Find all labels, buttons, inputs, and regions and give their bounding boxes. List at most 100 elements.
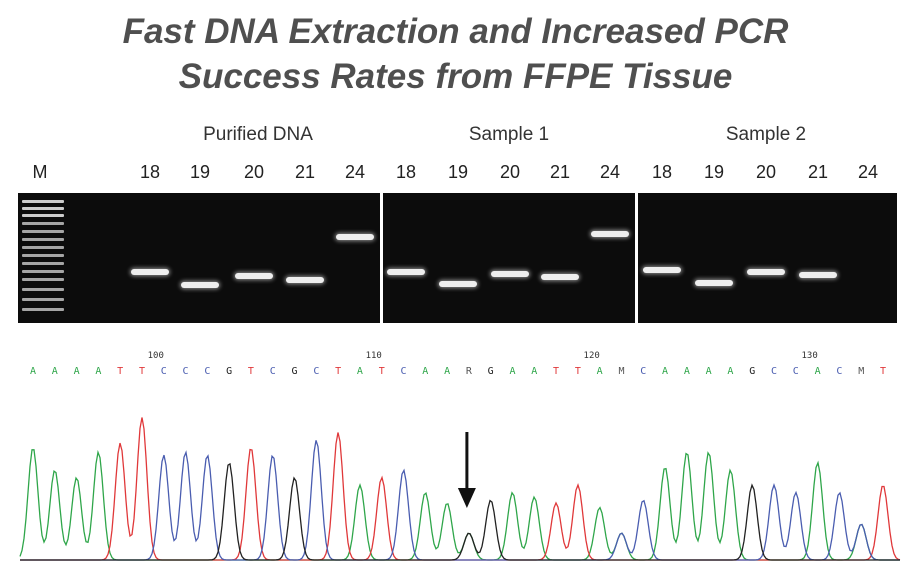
gel-band xyxy=(286,277,324,283)
base-call: A xyxy=(683,366,690,377)
base-call: T xyxy=(117,366,124,377)
trace-C xyxy=(20,440,900,561)
ladder-band xyxy=(22,254,64,257)
base-call: T xyxy=(138,366,145,377)
base-call: C xyxy=(836,366,843,377)
group-label-purified: Purified DNA xyxy=(203,124,313,145)
ladder-band xyxy=(22,308,64,311)
base-call: G xyxy=(291,366,298,377)
lane-label: 21 xyxy=(549,162,571,182)
base-call: G xyxy=(749,366,756,377)
base-call: T xyxy=(378,366,385,377)
gel-band xyxy=(747,269,785,275)
base-call: C xyxy=(204,366,211,377)
lane-label: 18 xyxy=(651,162,673,182)
gel-band xyxy=(387,269,425,275)
position-label: 130 xyxy=(801,351,818,361)
position-label: 100 xyxy=(147,351,164,361)
ladder-band xyxy=(22,214,64,217)
base-call: A xyxy=(509,366,516,377)
base-call: C xyxy=(160,366,167,377)
base-call: G xyxy=(226,366,233,377)
ladder-band xyxy=(22,270,64,273)
lane-label: 20 xyxy=(499,162,521,182)
ladder-band xyxy=(22,222,64,225)
base-call: C xyxy=(400,366,407,377)
lane-label: 21 xyxy=(807,162,829,182)
ladder-band xyxy=(22,262,64,265)
lane-label: 24 xyxy=(857,162,879,182)
gel-band xyxy=(591,231,629,237)
gel-band xyxy=(181,282,219,288)
ladder-band xyxy=(22,288,64,291)
gel-band xyxy=(695,280,733,286)
lane-label: 20 xyxy=(243,162,265,182)
base-call: T xyxy=(574,366,581,377)
gel-band xyxy=(541,274,579,280)
ladder-band xyxy=(22,238,64,241)
lane-label: 18 xyxy=(139,162,161,182)
base-call: T xyxy=(879,366,887,377)
ladder-band xyxy=(22,278,64,281)
trace-G xyxy=(20,462,900,561)
lane-label: 19 xyxy=(703,162,725,182)
gel-band xyxy=(235,273,273,279)
gel-band xyxy=(491,271,529,277)
lane-label: 19 xyxy=(447,162,469,182)
gel-band xyxy=(799,272,837,278)
base-call: T xyxy=(335,366,342,377)
base-call: M xyxy=(618,366,625,377)
group-label-sample1: Sample 1 xyxy=(468,124,550,145)
base-call: M xyxy=(858,366,865,377)
base-call: C xyxy=(640,366,647,377)
base-call: A xyxy=(73,366,80,377)
base-call: A xyxy=(422,366,429,377)
base-call: C xyxy=(792,366,799,377)
base-call: A xyxy=(814,366,821,377)
ladder-band xyxy=(22,246,64,249)
base-call: A xyxy=(444,366,451,377)
gel-band xyxy=(643,267,681,273)
base-call: C xyxy=(771,366,778,377)
ladder-band xyxy=(22,298,64,301)
lane-label: 24 xyxy=(599,162,621,182)
base-call: A xyxy=(705,366,712,377)
base-call: C xyxy=(313,366,320,377)
lane-label: 18 xyxy=(395,162,417,182)
gel-panel-sample2 xyxy=(638,193,897,323)
position-label: 120 xyxy=(583,351,600,361)
lane-label: 21 xyxy=(294,162,316,182)
base-call: G xyxy=(487,366,494,377)
arrow-head-icon xyxy=(457,488,476,508)
ladder-band xyxy=(22,207,64,210)
base-call: T xyxy=(247,366,254,377)
lane-label: 24 xyxy=(344,162,366,182)
base-call: A xyxy=(95,366,102,377)
base-call: A xyxy=(531,366,538,377)
gel-panel-sample1 xyxy=(383,193,635,323)
base-call: A xyxy=(596,366,603,377)
base-call: A xyxy=(727,366,734,377)
ladder-band xyxy=(22,230,64,233)
marker-label: M xyxy=(32,162,48,182)
title-line-2: Success Rates from FFPE Tissue xyxy=(178,57,733,96)
base-call: T xyxy=(553,366,560,377)
base-call: A xyxy=(29,366,37,377)
lane-label: 20 xyxy=(755,162,777,182)
gel-band xyxy=(131,269,169,275)
lane-label: 19 xyxy=(189,162,211,182)
group-label-sample2: Sample 2 xyxy=(725,124,807,145)
base-call: A xyxy=(356,366,363,377)
position-label: 110 xyxy=(365,351,382,361)
gel-panel-purified xyxy=(18,193,380,323)
gel-band xyxy=(336,234,374,240)
base-call: A xyxy=(662,366,669,377)
gel-band xyxy=(439,281,477,287)
ladder-band xyxy=(22,200,64,203)
title-line-1: Fast DNA Extraction and Increased PCR xyxy=(122,12,789,51)
base-call: A xyxy=(51,366,58,377)
base-call: C xyxy=(182,366,189,377)
base-call: R xyxy=(465,366,472,377)
base-call: C xyxy=(269,366,276,377)
